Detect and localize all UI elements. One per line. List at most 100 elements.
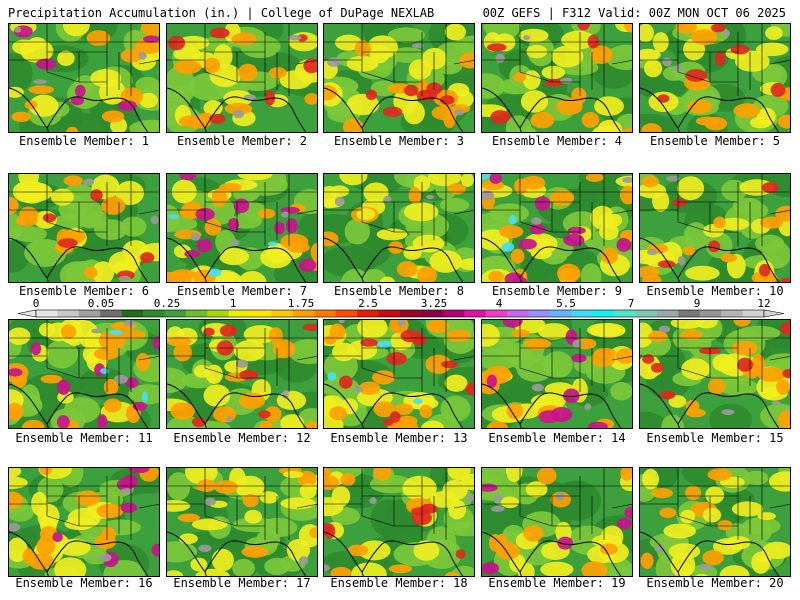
colorbar-tick-label: 3.25 — [420, 297, 448, 310]
colorbar-segment — [357, 310, 380, 317]
colorbar-segment — [635, 310, 658, 317]
colorbar-segment — [592, 310, 615, 317]
colorbar-segment — [699, 310, 722, 317]
ensemble-member-map — [639, 467, 791, 577]
colorbar-segment — [464, 310, 487, 317]
ensemble-member-label: Ensemble Member: 17 — [173, 576, 311, 590]
precip-field — [9, 174, 159, 282]
precip-field — [324, 320, 474, 428]
colorbar-segment — [207, 310, 230, 317]
colorbar-segment — [442, 310, 465, 317]
ensemble-member-map — [481, 467, 633, 577]
precip-field — [167, 468, 317, 576]
colorbar-segment — [335, 310, 358, 317]
precip-field — [324, 468, 474, 576]
ensemble-member-label: Ensemble Member: 19 — [488, 576, 626, 590]
colorbar-segment — [485, 310, 508, 317]
ensemble-member-map — [481, 319, 633, 429]
ensemble-member-map — [639, 319, 791, 429]
ensemble-member-map — [323, 467, 475, 577]
colorbar-tick-label: 0 — [32, 297, 40, 310]
ensemble-member-map — [166, 467, 318, 577]
ensemble-member-map — [8, 173, 160, 283]
ensemble-member-label: Ensemble Member: 7 — [176, 284, 308, 298]
ensemble-member-label: Ensemble Member: 20 — [646, 576, 784, 590]
precip-field — [9, 468, 159, 576]
header-run-info: 00Z GEFS | F312 Valid: 00Z MON OCT 06 20… — [482, 6, 786, 20]
ensemble-member-map — [323, 319, 475, 429]
colorbar-segment — [292, 310, 315, 317]
colorbar-tick-label: 2.5 — [358, 297, 378, 310]
ensemble-member-map — [639, 23, 791, 133]
colorbar-segment — [742, 310, 765, 317]
ensemble-member-label: Ensemble Member: 10 — [646, 284, 784, 298]
colorbar-segment — [121, 310, 144, 317]
ensemble-member-map — [166, 23, 318, 133]
colorbar-segment — [100, 310, 123, 317]
ensemble-member-label: Ensemble Member: 13 — [330, 431, 468, 445]
ensemble-member-label: Ensemble Member: 18 — [330, 576, 468, 590]
precip-field — [9, 320, 159, 428]
precip-field — [324, 24, 474, 132]
precip-field — [640, 24, 790, 132]
ensemble-member-map — [8, 23, 160, 133]
colorbar-min-arrow — [17, 309, 37, 318]
ensemble-member-label: Ensemble Member: 8 — [333, 284, 465, 298]
ensemble-member-label: Ensemble Member: 15 — [646, 431, 784, 445]
colorbar-tick-label: 0.05 — [87, 297, 115, 310]
colorbar-segment — [143, 310, 165, 317]
precip-colorbar — [17, 309, 785, 318]
colorbar-segment — [571, 310, 594, 317]
colorbar-tick-label: 1.75 — [287, 297, 315, 310]
colorbar-tick-label: 9 — [693, 297, 701, 310]
ensemble-member-label: Ensemble Member: 1 — [18, 134, 150, 148]
colorbar-tick-label: 12 — [757, 297, 771, 310]
precip-field — [482, 174, 632, 282]
ensemble-member-map — [8, 319, 160, 429]
ensemble-member-map — [8, 467, 160, 577]
ensemble-member-label: Ensemble Member: 6 — [18, 284, 150, 298]
colorbar-segment — [36, 310, 58, 317]
colorbar-segment — [528, 310, 551, 317]
precip-field — [167, 174, 317, 282]
ensemble-member-map — [166, 173, 318, 283]
colorbar-tick-label: 0.25 — [153, 297, 181, 310]
colorbar-max-arrow — [763, 309, 785, 318]
colorbar-segment — [721, 310, 744, 317]
colorbar-segment — [228, 310, 251, 317]
colorbar-segment — [164, 310, 187, 317]
colorbar-segment — [314, 310, 337, 317]
colorbar-segment — [549, 310, 572, 317]
colorbar-segment — [250, 310, 273, 317]
colorbar-segment — [400, 310, 422, 317]
ensemble-member-label: Ensemble Member: 2 — [176, 134, 308, 148]
ensemble-member-label: Ensemble Member: 16 — [15, 576, 153, 590]
ensemble-member-label: Ensemble Member: 12 — [173, 431, 311, 445]
precip-field — [324, 174, 474, 282]
header-title: Precipitation Accumulation (in.) | Colle… — [8, 6, 435, 20]
ensemble-member-map — [639, 173, 791, 283]
precip-field — [167, 320, 317, 428]
colorbar-tick-label: 4 — [495, 297, 503, 310]
ensemble-member-label: Ensemble Member: 4 — [491, 134, 623, 148]
ensemble-member-map — [323, 23, 475, 133]
colorbar-segment — [421, 310, 444, 317]
colorbar-tick-label: 1 — [229, 297, 237, 310]
ensemble-member-map — [481, 173, 633, 283]
precip-field — [167, 24, 317, 132]
ensemble-member-label: Ensemble Member: 14 — [488, 431, 626, 445]
ensemble-member-map — [323, 173, 475, 283]
ensemble-member-map — [481, 23, 633, 133]
colorbar-segment — [656, 310, 679, 317]
ensemble-member-map — [166, 319, 318, 429]
precip-field — [482, 320, 632, 428]
colorbar-segment — [78, 310, 101, 317]
precip-field — [640, 468, 790, 576]
colorbar-segment — [378, 310, 401, 317]
colorbar-segment — [507, 310, 529, 317]
precip-field — [9, 24, 159, 132]
precip-field — [640, 320, 790, 428]
precip-field — [640, 174, 790, 282]
ensemble-member-label: Ensemble Member: 11 — [15, 431, 153, 445]
colorbar-segment — [185, 310, 208, 317]
